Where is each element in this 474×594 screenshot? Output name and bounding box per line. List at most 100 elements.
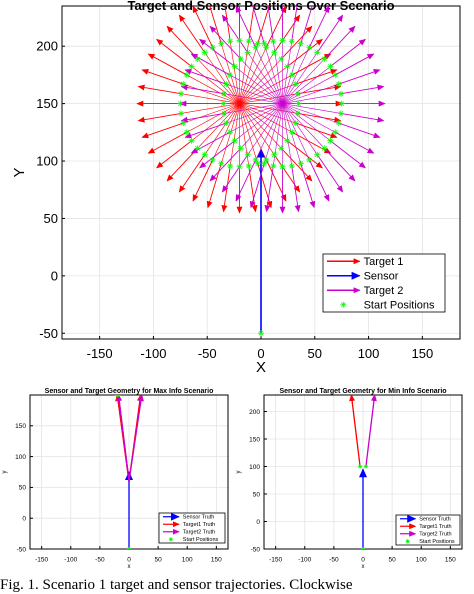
target-arrow bbox=[273, 154, 301, 193]
start-position-marker bbox=[278, 145, 284, 151]
target-inner-ray bbox=[183, 103, 240, 124]
target-arrow bbox=[199, 38, 235, 67]
start-position-marker bbox=[278, 56, 284, 62]
start-position-marker bbox=[227, 38, 233, 44]
target-inner-ray bbox=[234, 103, 283, 141]
target-arrow bbox=[141, 122, 184, 139]
x-tick-label: -150 bbox=[35, 557, 48, 564]
legend-label: Target1 Truth bbox=[419, 524, 451, 530]
start-position-marker bbox=[180, 81, 186, 87]
series-layer bbox=[136, 6, 386, 337]
start-position-marker bbox=[361, 547, 364, 549]
x-tick-label: -100 bbox=[140, 346, 166, 361]
start-position-marker bbox=[270, 38, 276, 44]
start-position-marker bbox=[336, 81, 342, 87]
target-arrow bbox=[308, 159, 330, 202]
target-arrow bbox=[287, 140, 323, 169]
start-position-marker bbox=[362, 547, 365, 549]
start-position-marker bbox=[289, 163, 295, 169]
chart-panel-2: -150 -100 -50 0 50 100 150 -50 0 50 100 150 Sensor a… bbox=[2, 388, 229, 570]
target-inner-ray bbox=[239, 103, 275, 155]
target-inner-ray bbox=[239, 43, 259, 104]
start-position-marker bbox=[338, 91, 344, 97]
chart-title: Target and Sensor Positions Over Scenari… bbox=[127, 0, 394, 13]
start-position-marker bbox=[220, 101, 226, 107]
target-inner-ray bbox=[239, 103, 296, 124]
start-position-marker bbox=[255, 41, 261, 46]
start-position-marker bbox=[340, 302, 346, 308]
target-arrow bbox=[330, 140, 366, 169]
x-tick-label: 0 bbox=[361, 557, 365, 564]
legend-label: Target 2 bbox=[364, 285, 404, 297]
start-position-marker bbox=[271, 152, 277, 158]
target-arrow bbox=[141, 69, 184, 85]
start-position-marker bbox=[332, 129, 338, 135]
target-arrow bbox=[291, 165, 301, 213]
target-arrow bbox=[221, 154, 249, 193]
target-inner-ray bbox=[247, 103, 283, 155]
y-tick-label: 150 bbox=[15, 423, 26, 430]
start-position-marker bbox=[306, 44, 312, 50]
target-inner-ray bbox=[282, 66, 331, 104]
target-inner-ray bbox=[282, 103, 339, 124]
start-position-marker bbox=[195, 56, 201, 62]
y-tick-label: 0 bbox=[256, 519, 260, 526]
start-position-marker bbox=[227, 129, 233, 135]
start-position-marker bbox=[227, 72, 233, 78]
target-inner-ray bbox=[239, 103, 282, 149]
x-tick-label: -150 bbox=[269, 557, 282, 564]
target-arrow bbox=[257, 6, 273, 44]
start-position-marker bbox=[210, 157, 216, 163]
target-arrow bbox=[300, 163, 316, 209]
target-arrow bbox=[137, 84, 182, 95]
target-arrow bbox=[192, 6, 214, 48]
target-arrow bbox=[257, 163, 273, 209]
target-inner-ray bbox=[186, 74, 240, 104]
start-position-marker bbox=[221, 91, 227, 97]
start-position-marker bbox=[298, 161, 304, 167]
target-arrow bbox=[249, 6, 265, 44]
x-tick-label: 0 bbox=[127, 557, 131, 564]
start-position-marker bbox=[271, 50, 277, 55]
x-tick-label: 100 bbox=[358, 346, 380, 361]
target-inner-ray bbox=[239, 103, 293, 133]
target-inner-ray bbox=[186, 103, 240, 133]
y-tick-label: 100 bbox=[15, 454, 26, 461]
start-position-marker bbox=[263, 157, 269, 163]
start-position-marker bbox=[284, 64, 290, 69]
target-inner-ray bbox=[282, 47, 310, 104]
start-position-marker bbox=[289, 129, 295, 135]
target-arrow bbox=[249, 163, 265, 209]
target-inner-ray bbox=[282, 74, 336, 104]
target-arrow bbox=[209, 147, 242, 182]
y-tick-label: 50 bbox=[44, 211, 58, 226]
start-position-marker bbox=[306, 157, 312, 163]
target-arrow bbox=[340, 84, 385, 95]
target-arrow bbox=[335, 131, 375, 154]
target-arrow bbox=[295, 122, 338, 139]
target-arrow bbox=[264, 165, 274, 213]
target-arrow bbox=[209, 25, 242, 60]
target-inner-ray bbox=[282, 58, 325, 104]
start-position-marker bbox=[295, 91, 301, 97]
start-position-marker bbox=[245, 50, 251, 55]
target-arrow bbox=[324, 25, 356, 60]
start-position-marker bbox=[178, 91, 184, 97]
legend-label: Sensor Truth bbox=[419, 517, 451, 523]
y-tick-label: 150 bbox=[249, 436, 260, 443]
target-arrow bbox=[335, 53, 375, 76]
x-tick-label: 100 bbox=[182, 557, 193, 564]
x-tick-label: -50 bbox=[329, 557, 339, 564]
start-position-marker bbox=[223, 81, 229, 87]
start-position-marker bbox=[255, 161, 261, 167]
start-position-marker bbox=[210, 44, 216, 50]
target-inner-ray bbox=[282, 52, 318, 104]
target-arrow bbox=[180, 113, 225, 123]
start-position-marker bbox=[261, 41, 267, 46]
target-arrow bbox=[147, 53, 187, 76]
target-arrow bbox=[248, 6, 255, 42]
start-position-marker bbox=[246, 163, 252, 169]
target-arrow bbox=[235, 6, 257, 48]
target-inner-ray bbox=[239, 47, 267, 104]
